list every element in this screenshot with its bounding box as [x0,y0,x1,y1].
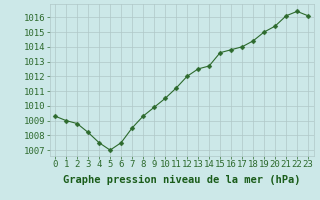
X-axis label: Graphe pression niveau de la mer (hPa): Graphe pression niveau de la mer (hPa) [63,175,300,185]
